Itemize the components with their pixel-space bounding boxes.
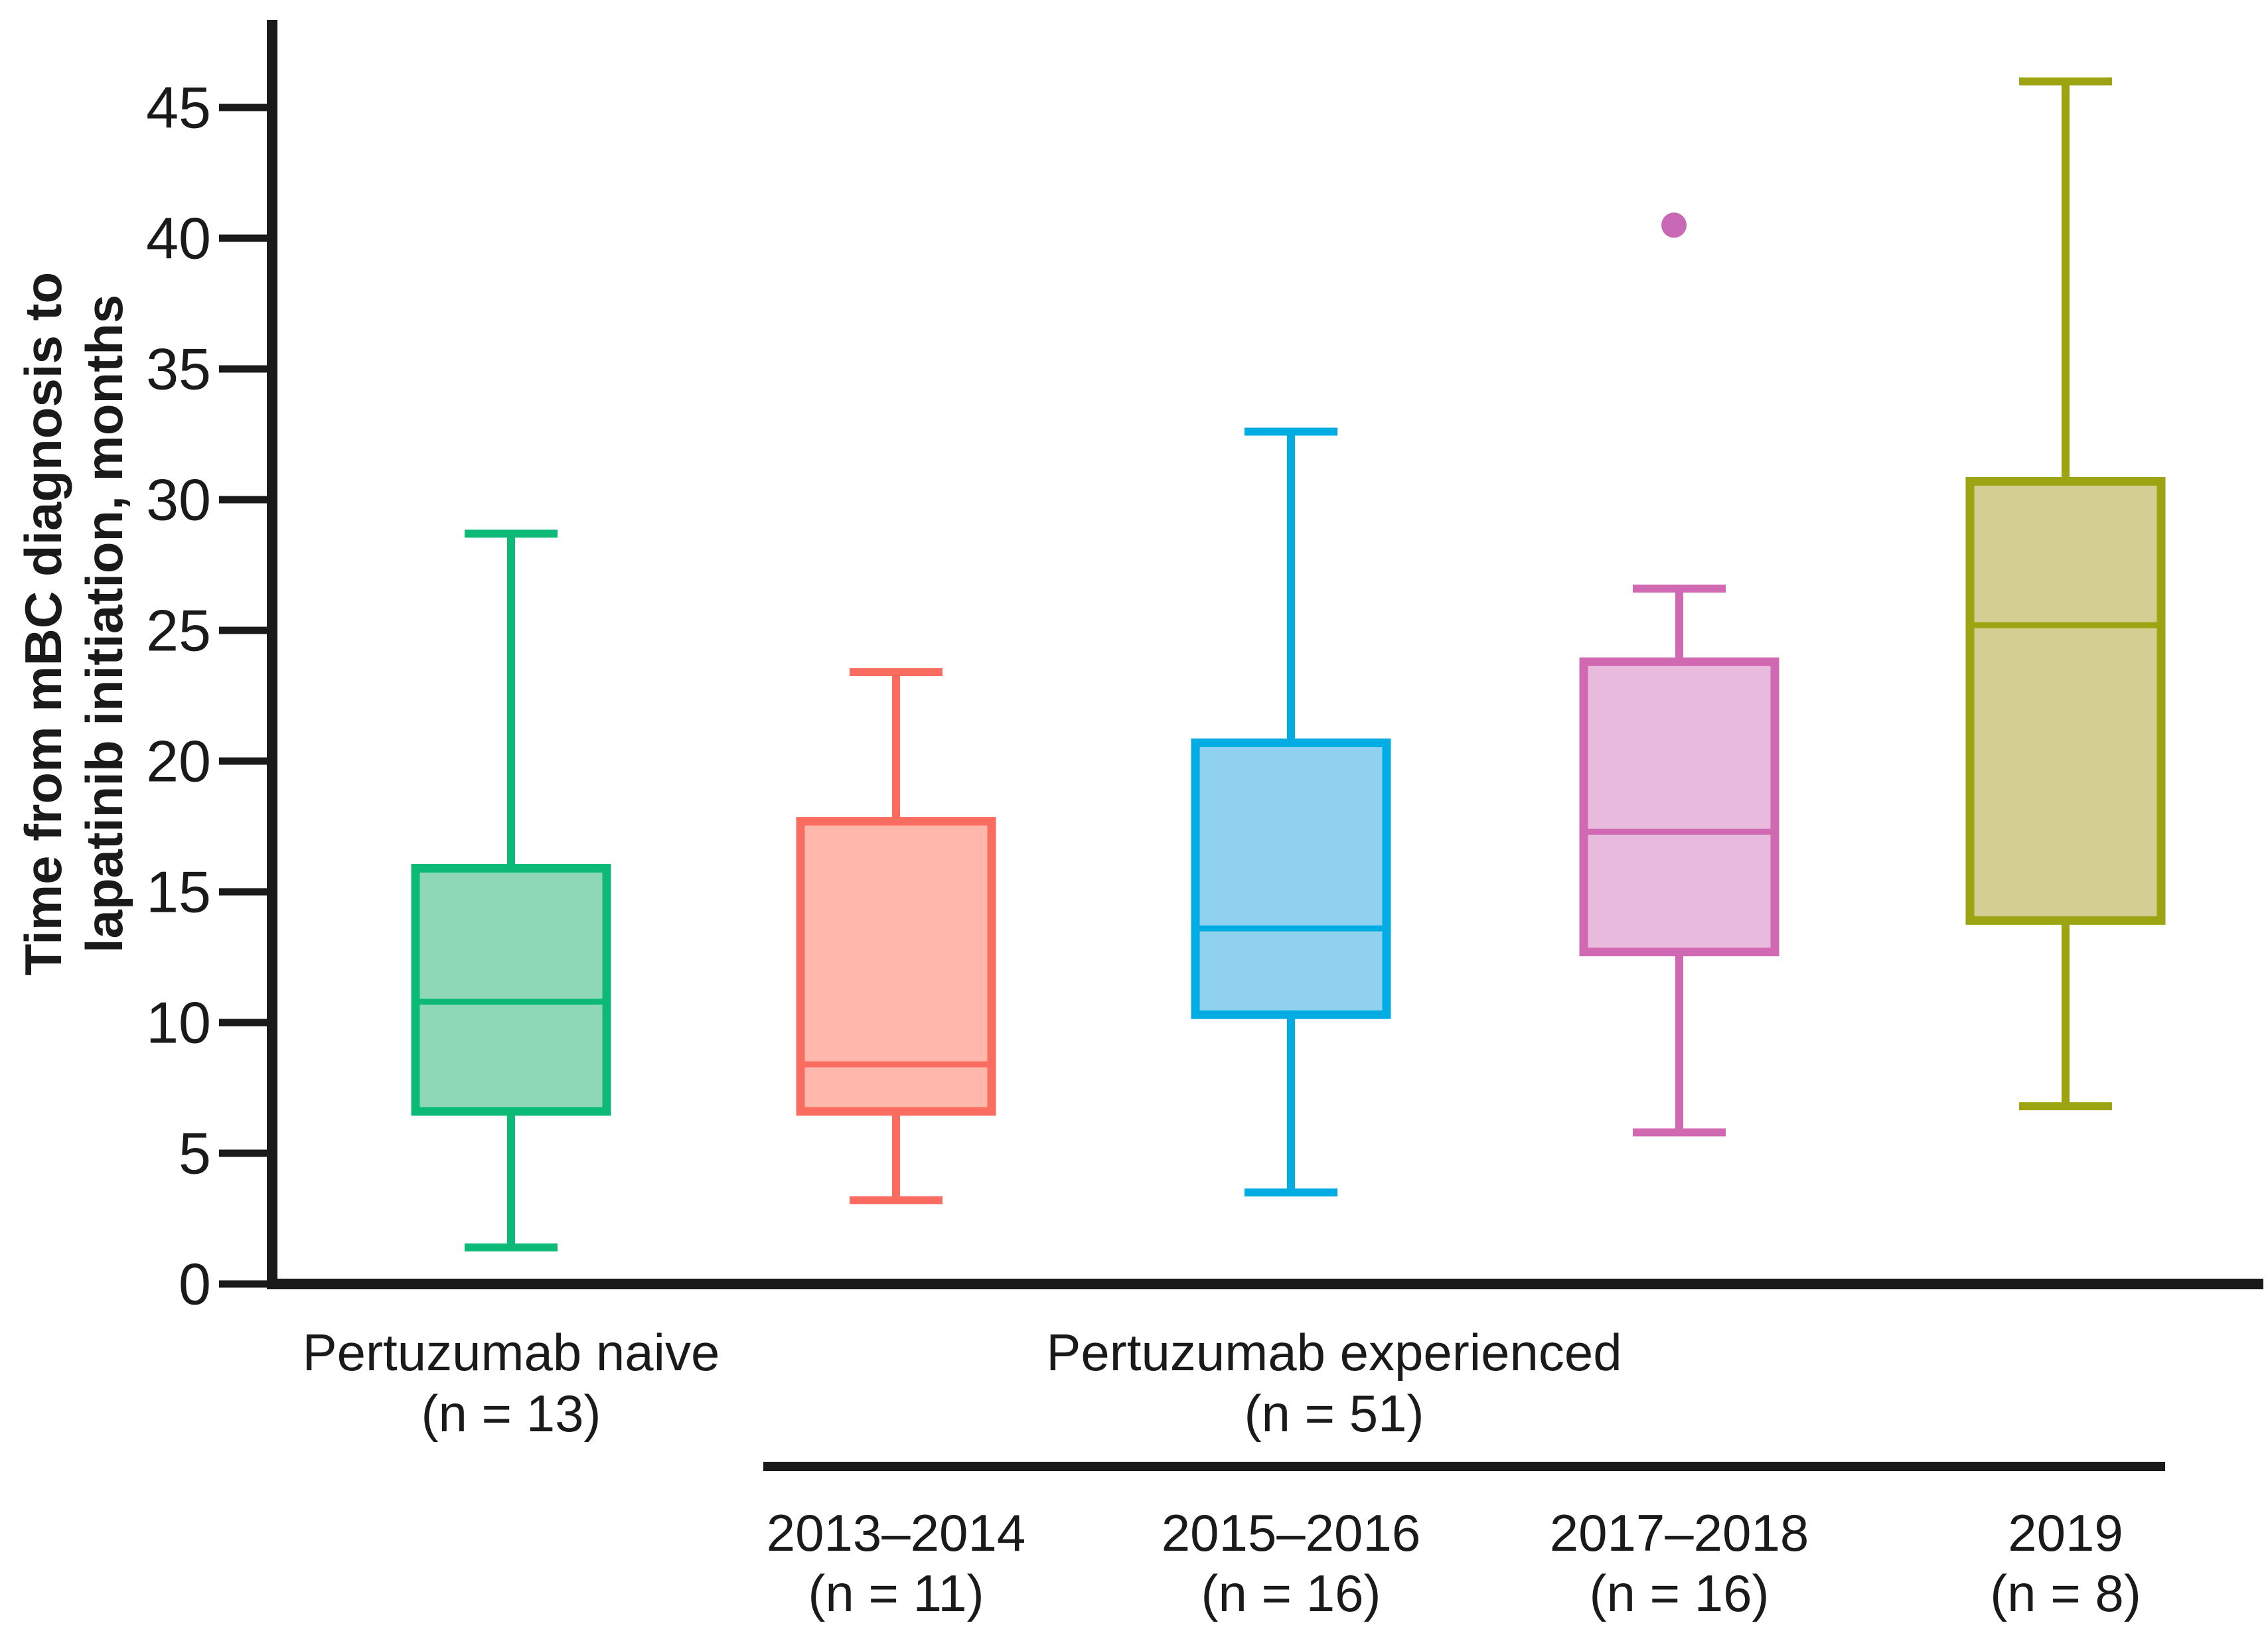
box-series-2 xyxy=(796,668,996,1204)
y-axis-title-line-2: lapatinib initiation, months xyxy=(75,295,133,953)
subgroup-label-2-line1: 2015–2016 xyxy=(1162,1504,1420,1562)
iqr-box xyxy=(411,864,611,1116)
box-series-1 xyxy=(411,530,611,1251)
outlier-point-1 xyxy=(1661,212,1687,238)
subgroup-label-4-line2: (n = 8) xyxy=(1990,1564,2141,1622)
y-tick-label-20: 20 xyxy=(146,729,211,794)
subgroup-label-1-line2: (n = 11) xyxy=(808,1564,984,1622)
iqr-box xyxy=(1579,657,1779,957)
y-tick-label-35: 35 xyxy=(146,336,211,402)
iqr-box xyxy=(1965,476,2166,925)
iqr-box xyxy=(796,817,996,1116)
group-label-2-line2: (n = 51) xyxy=(1245,1384,1424,1443)
y-tick-label-15: 15 xyxy=(146,859,211,925)
y-axis-title-line-1: Time from mBC diagnosis to xyxy=(14,272,72,975)
subgroup-label-3-line1: 2017–2018 xyxy=(1550,1504,1809,1562)
subgroup-label-4-line1: 2019 xyxy=(2008,1504,2123,1562)
iqr-box xyxy=(1191,738,1391,1019)
box-series-4 xyxy=(1579,212,1779,1137)
group-label-2-line1: Pertuzumab experienced xyxy=(1046,1323,1622,1382)
y-tick-label-0: 0 xyxy=(179,1251,211,1317)
y-tick-label-30: 30 xyxy=(146,467,211,533)
box-series-5 xyxy=(1965,77,2166,1111)
y-tick-label-40: 40 xyxy=(146,206,211,271)
y-tick-label-25: 25 xyxy=(146,598,211,664)
y-tick-label-10: 10 xyxy=(146,990,211,1056)
subgroup-label-1-line1: 2013–2014 xyxy=(767,1504,1025,1562)
subgroup-label-3-line2: (n = 16) xyxy=(1590,1564,1770,1622)
group-label-1-line2: (n = 13) xyxy=(421,1384,601,1443)
y-axis-title: Time from mBC diagnosis to lapatinib init… xyxy=(14,272,133,975)
y-tick-label-45: 45 xyxy=(146,75,211,141)
subgroup-label-2-line2: (n = 16) xyxy=(1201,1564,1381,1622)
box-series-3 xyxy=(1191,427,1391,1197)
group-label-1-line1: Pertuzumab naive xyxy=(303,1323,720,1382)
y-tick-label-5: 5 xyxy=(179,1121,211,1186)
